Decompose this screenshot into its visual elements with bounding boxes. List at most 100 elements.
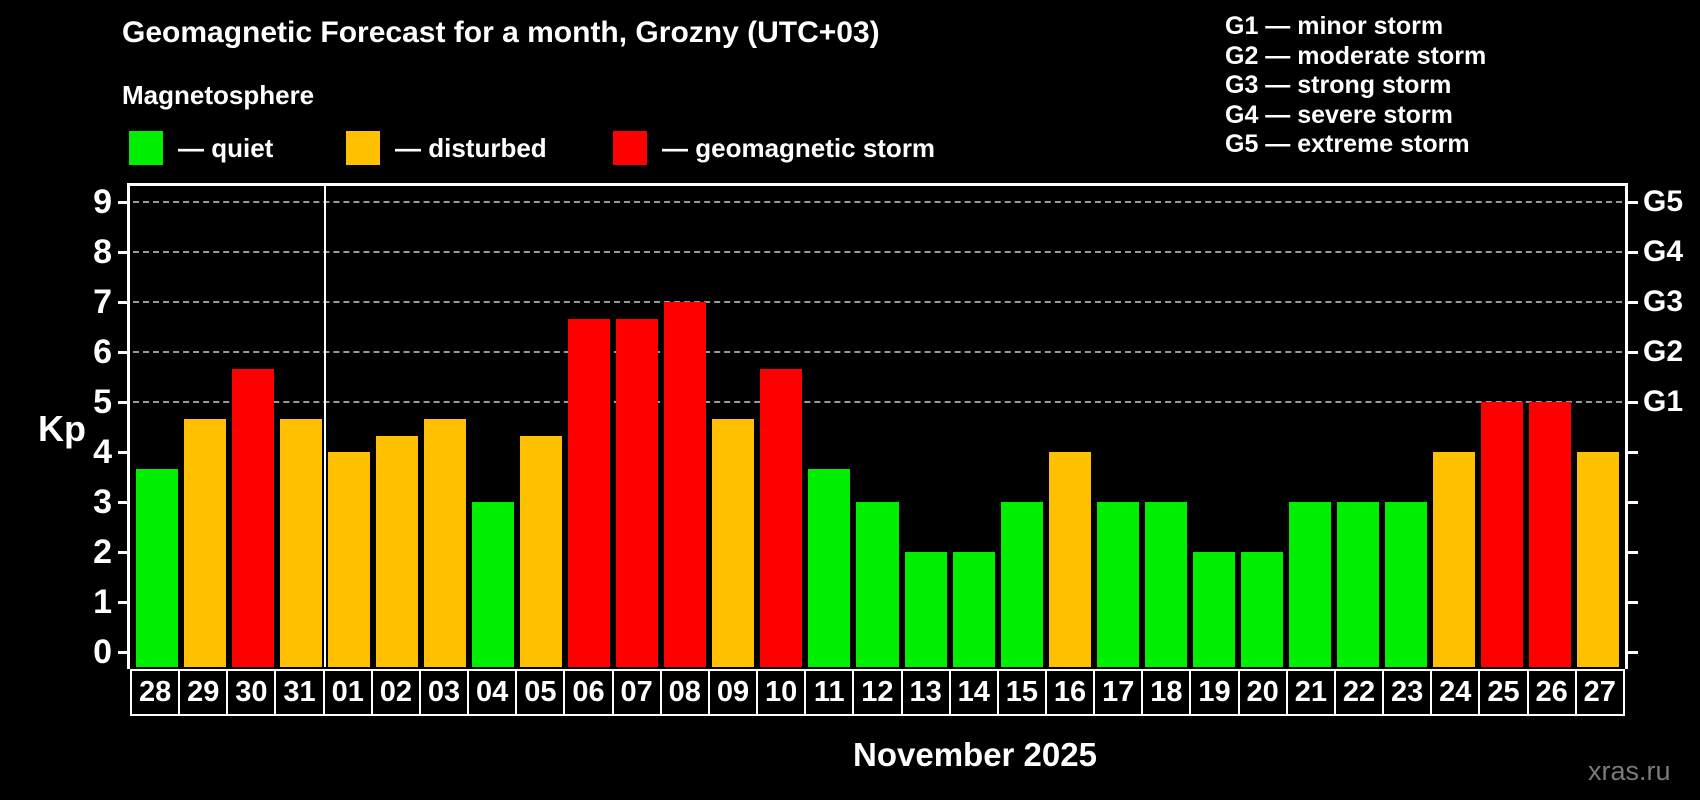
y-tick-right bbox=[1628, 601, 1638, 604]
day-label-cell: 31 bbox=[274, 671, 322, 714]
kp-bar-day-27 bbox=[1576, 452, 1619, 667]
y-tick-right bbox=[1628, 201, 1638, 204]
day-label-cell: 11 bbox=[804, 671, 852, 714]
kp-bar-day-10 bbox=[760, 368, 803, 667]
storm-scale-line: G2 — moderate storm bbox=[1225, 41, 1487, 70]
right-axis-label-g5: G5 bbox=[1643, 185, 1684, 218]
day-label-cell: 22 bbox=[1333, 671, 1382, 714]
y-tick-label: 2 bbox=[93, 533, 112, 571]
y-tick-label: 7 bbox=[93, 283, 112, 321]
y-tick-right bbox=[1628, 551, 1638, 554]
storm-color-swatch bbox=[613, 131, 647, 165]
y-tick-left bbox=[118, 651, 127, 654]
day-label-cell: 19 bbox=[1189, 671, 1237, 714]
kp-bar-day-15 bbox=[1000, 502, 1043, 667]
month-separator-line bbox=[324, 186, 327, 667]
day-label-cell: 24 bbox=[1430, 671, 1478, 714]
day-label-cell: 26 bbox=[1526, 671, 1575, 714]
kp-bar-day-13 bbox=[904, 552, 947, 667]
day-label-cell: 28 bbox=[138, 676, 172, 708]
y-tick-right bbox=[1628, 651, 1638, 654]
kp-bar-day-23 bbox=[1384, 502, 1427, 667]
day-label-cell: 01 bbox=[322, 671, 371, 714]
storm-scale-line: G3 — strong storm bbox=[1225, 71, 1452, 99]
day-label-cell: 13 bbox=[900, 671, 949, 714]
day-label-cell: 30 bbox=[226, 671, 274, 714]
day-label-cell: 29 bbox=[178, 671, 226, 714]
plot-top-border bbox=[130, 183, 1628, 186]
day-label-cell: 02 bbox=[370, 671, 419, 714]
kp-bar-day-20 bbox=[1240, 552, 1283, 667]
kp-bar-day-05 bbox=[520, 435, 563, 667]
y-tick-label: 6 bbox=[93, 333, 112, 371]
right-axis-label-g2: G2 bbox=[1643, 335, 1684, 368]
legend-label: — disturbed bbox=[395, 132, 547, 163]
y-tick-right bbox=[1628, 251, 1638, 254]
kp-bar-day-31 bbox=[280, 418, 323, 667]
day-label-cell: 15 bbox=[996, 671, 1045, 714]
y-tick-label: 5 bbox=[93, 383, 112, 421]
y-axis-line bbox=[127, 183, 130, 669]
right-axis-line bbox=[1625, 183, 1628, 669]
day-label-cell: 20 bbox=[1237, 671, 1286, 714]
y-tick-label: 1 bbox=[93, 583, 112, 621]
kp-bar-day-18 bbox=[1144, 502, 1187, 667]
y-tick-left bbox=[118, 451, 127, 454]
y-tick-left bbox=[118, 601, 127, 604]
storm-scale-line: G4 — severe storm bbox=[1225, 100, 1453, 129]
day-label-cell: 17 bbox=[1093, 671, 1141, 714]
legend-item-storm: — geomagnetic storm bbox=[613, 130, 935, 166]
kp-bar-day-16 bbox=[1048, 452, 1091, 667]
y-tick-label: 4 bbox=[93, 433, 112, 471]
day-label-cell: 06 bbox=[563, 671, 611, 714]
y-tick-label: 0 bbox=[93, 633, 112, 671]
y-tick-label: 3 bbox=[93, 483, 112, 521]
y-tick-left bbox=[118, 251, 127, 254]
kp-bar-day-25 bbox=[1480, 402, 1523, 667]
right-axis-label-g3: G3 bbox=[1643, 285, 1684, 318]
day-label-cell: 23 bbox=[1382, 671, 1430, 714]
y-tick-left bbox=[118, 351, 127, 354]
kp-bar-day-24 bbox=[1432, 452, 1475, 667]
kp-bar-day-17 bbox=[1096, 502, 1139, 667]
day-label-cell: 03 bbox=[418, 671, 467, 714]
storm-scale-legend: G1 — minor storm G2 — moderate storm G3 — … bbox=[1225, 12, 1486, 160]
y-tick-left bbox=[118, 301, 127, 304]
day-label-cell: 09 bbox=[707, 671, 756, 714]
kp-bar-day-14 bbox=[952, 552, 995, 667]
gridline-kp8 bbox=[133, 251, 1622, 253]
day-label-cell: 14 bbox=[948, 671, 997, 714]
kp-bar-day-29 bbox=[184, 418, 227, 667]
y-tick-right bbox=[1628, 451, 1638, 454]
legend-label: — geomagnetic storm bbox=[662, 132, 936, 163]
month-label: November 2025 bbox=[853, 736, 1097, 773]
right-axis-label-g4: G4 bbox=[1643, 235, 1684, 268]
y-tick-left bbox=[118, 551, 127, 554]
y-tick-right bbox=[1628, 351, 1638, 354]
right-axis-label-g1: G1 bbox=[1643, 385, 1684, 418]
gridline-kp9 bbox=[133, 201, 1622, 203]
gridline-kp6 bbox=[133, 351, 1622, 353]
y-tick-right bbox=[1628, 401, 1638, 404]
day-label-cell: 05 bbox=[515, 671, 563, 714]
day-label-cell: 25 bbox=[1478, 671, 1526, 714]
y-tick-right bbox=[1628, 301, 1638, 304]
x-axis-day-labels: 28 29 30 31 01 02 03 04 05 06 07 08 09 10 11 12 13 14 15 16… bbox=[130, 669, 1625, 716]
day-label-cell: 07 bbox=[611, 671, 660, 714]
y-tick-left bbox=[118, 401, 127, 404]
day-label-cell: 04 bbox=[467, 671, 515, 714]
day-label-cell: 21 bbox=[1285, 671, 1334, 714]
kp-bar-day-06 bbox=[568, 318, 611, 667]
kp-bar-day-19 bbox=[1192, 552, 1235, 667]
kp-bar-day-30 bbox=[232, 368, 275, 667]
y-tick-label: 8 bbox=[93, 233, 112, 271]
disturbed-color-swatch bbox=[346, 131, 380, 165]
y-tick-right bbox=[1628, 501, 1638, 504]
y-axis-label: Kp bbox=[38, 408, 86, 449]
kp-bar-day-22 bbox=[1336, 502, 1379, 667]
kp-bar-day-12 bbox=[856, 502, 899, 667]
kp-bar-day-02 bbox=[376, 435, 419, 667]
kp-bar-day-11 bbox=[808, 468, 851, 667]
y-tick-left bbox=[118, 201, 127, 204]
day-label-cell: 16 bbox=[1044, 671, 1093, 714]
